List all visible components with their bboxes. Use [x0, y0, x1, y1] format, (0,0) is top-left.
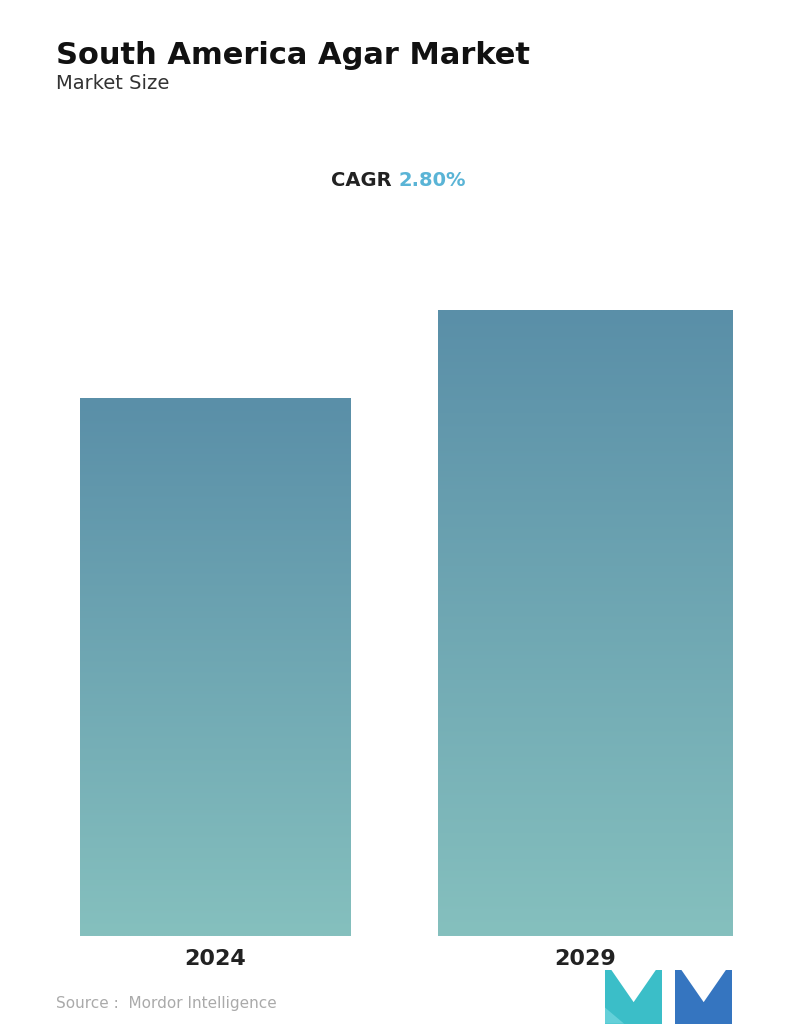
Text: 2029: 2029 [554, 949, 616, 969]
Text: Source :  Mordor Intelligence: Source : Mordor Intelligence [56, 996, 276, 1011]
Text: CAGR: CAGR [330, 171, 398, 189]
Polygon shape [611, 970, 656, 1002]
Text: 2.80%: 2.80% [398, 171, 466, 189]
Text: 2024: 2024 [184, 949, 246, 969]
Polygon shape [675, 970, 732, 1024]
Polygon shape [681, 970, 726, 1002]
Text: Market Size: Market Size [56, 74, 169, 93]
Polygon shape [605, 970, 662, 1024]
Polygon shape [605, 1007, 624, 1024]
Text: South America Agar Market: South America Agar Market [56, 41, 529, 70]
